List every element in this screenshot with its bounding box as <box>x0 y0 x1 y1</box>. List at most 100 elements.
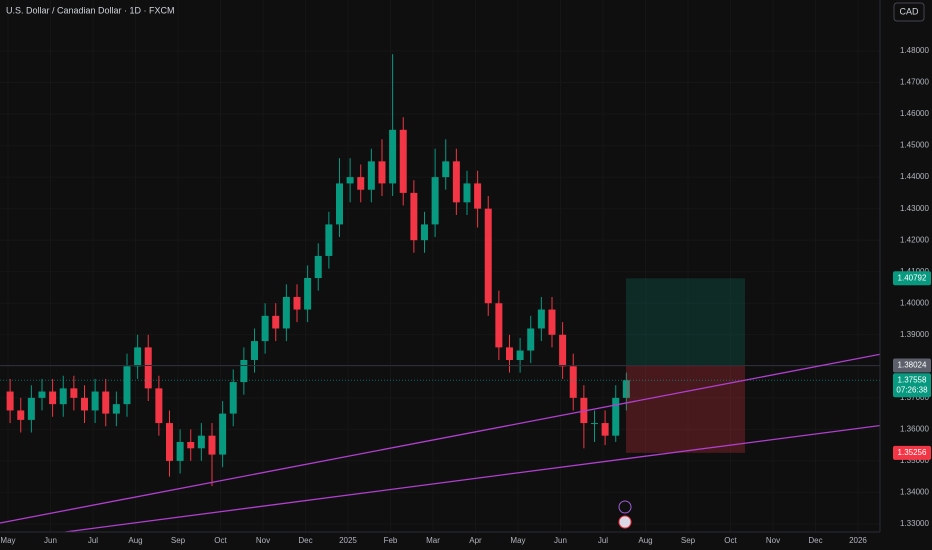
x-tick-label: Jul <box>88 536 98 545</box>
candle-body <box>49 391 57 405</box>
x-tick-label: Jun <box>44 536 57 545</box>
candle-body <box>59 388 67 405</box>
y-tick-label: 1.34000 <box>900 488 929 497</box>
candle-body <box>80 397 88 411</box>
candle-body <box>272 315 280 329</box>
candle-body <box>559 334 567 367</box>
candle-body <box>144 347 152 389</box>
chart-title: U.S. Dollar / Canadian Dollar · 1D · FXC… <box>6 5 175 15</box>
x-tick-label: 2026 <box>849 536 867 545</box>
trendline <box>64 423 893 533</box>
y-tick-label: 1.36000 <box>900 424 929 433</box>
candle-body <box>420 224 428 241</box>
candle-body <box>367 161 375 190</box>
candle-body <box>622 380 630 398</box>
x-tick-label: Oct <box>214 536 227 545</box>
y-tick-label: 1.35000 <box>900 456 929 465</box>
candle-body <box>410 192 418 241</box>
candle-body <box>27 397 35 420</box>
x-tick-label: May <box>510 536 525 545</box>
y-tick-label: 1.48000 <box>900 46 929 55</box>
x-tick-label: Nov <box>766 536 780 545</box>
candle-body <box>495 303 503 348</box>
candle-body <box>102 391 110 414</box>
candle-body <box>208 435 216 455</box>
candle-body <box>505 347 513 360</box>
x-tick-label: Feb <box>384 536 398 545</box>
candle-body <box>165 423 173 461</box>
event-icon[interactable] <box>618 515 632 529</box>
price-tag-label: 1.38024 <box>898 361 927 370</box>
price-tag <box>893 358 931 373</box>
y-tick-label: 1.44000 <box>900 172 929 181</box>
y-tick-label: 1.37000 <box>900 393 929 402</box>
candle-body <box>325 224 333 256</box>
price-tag-label: 1.37558 <box>898 375 927 384</box>
candle-body <box>378 161 386 184</box>
candle-body <box>590 423 598 425</box>
y-tick-label: 1.39000 <box>900 330 929 339</box>
x-tick-label: Mar <box>426 536 440 545</box>
currency-label[interactable]: CAD <box>899 6 919 16</box>
y-tick-label: 1.33000 <box>900 519 929 528</box>
candle-body <box>304 278 312 310</box>
x-tick-label: Aug <box>128 536 142 545</box>
candle-body <box>250 341 258 360</box>
y-tick-label: 1.46000 <box>900 109 929 118</box>
x-tick-label: Oct <box>724 536 737 545</box>
price-tag-label: 1.40792 <box>898 273 927 282</box>
x-tick-label: Aug <box>638 536 652 545</box>
candle-body <box>261 315 269 342</box>
x-tick-label: Dec <box>808 536 822 545</box>
y-tick-label: 1.47000 <box>900 78 929 87</box>
axes: 1.33000 1.34000 1.35000 1.36000 1.37000 1.380… <box>0 46 931 545</box>
candle-body <box>17 410 25 420</box>
candle-body <box>548 309 556 335</box>
candle-body <box>431 177 439 225</box>
candle-body <box>527 328 535 351</box>
candle-body <box>197 435 205 449</box>
candle-body <box>463 183 471 203</box>
candle-body <box>612 397 620 436</box>
x-tick-label: Sep <box>171 536 186 545</box>
x-tick-label: May <box>0 536 15 545</box>
candle-body <box>123 366 131 405</box>
grid <box>0 0 880 532</box>
candle-body <box>569 366 577 398</box>
price-tag <box>893 271 931 286</box>
y-tick-label: 1.40000 <box>900 298 929 307</box>
candle-body <box>282 296 290 329</box>
candle-body <box>219 413 227 455</box>
event-icon[interactable] <box>618 500 632 514</box>
candle-body <box>38 391 46 398</box>
candle-body <box>346 177 354 184</box>
y-tick-label: 1.45000 <box>900 141 929 150</box>
countdown: 07:26:38 <box>896 385 928 394</box>
stop-zone <box>626 365 745 453</box>
y-tick-label: 1.42000 <box>900 235 929 244</box>
candle-body <box>601 423 609 436</box>
candle-body <box>474 183 482 209</box>
candle-body <box>314 255 322 279</box>
x-tick-label: Apr <box>469 536 482 545</box>
candle-body <box>70 388 78 398</box>
candle-body <box>357 177 365 190</box>
candle-body <box>389 129 397 184</box>
candle-body <box>537 309 545 329</box>
y-tick-label: 1.43000 <box>900 204 929 213</box>
candle-body <box>91 391 99 411</box>
candles <box>6 54 630 487</box>
candle-body <box>399 129 407 193</box>
currency-button[interactable] <box>893 2 925 22</box>
candle-body <box>134 347 142 367</box>
candle-body <box>452 161 460 203</box>
x-tick-label: 2025 <box>339 536 357 545</box>
position-tool <box>0 278 880 453</box>
x-tick-label: Sep <box>681 536 696 545</box>
candle-body <box>155 388 163 424</box>
price-tag-label: 1.35256 <box>898 448 927 457</box>
x-tick-label: Nov <box>256 536 270 545</box>
target-zone <box>626 278 745 366</box>
x-tick-label: Jun <box>554 536 567 545</box>
